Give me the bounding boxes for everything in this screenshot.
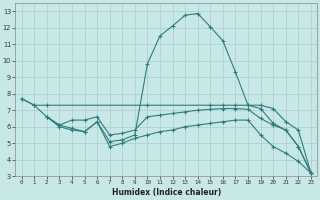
X-axis label: Humidex (Indice chaleur): Humidex (Indice chaleur) bbox=[112, 188, 221, 197]
